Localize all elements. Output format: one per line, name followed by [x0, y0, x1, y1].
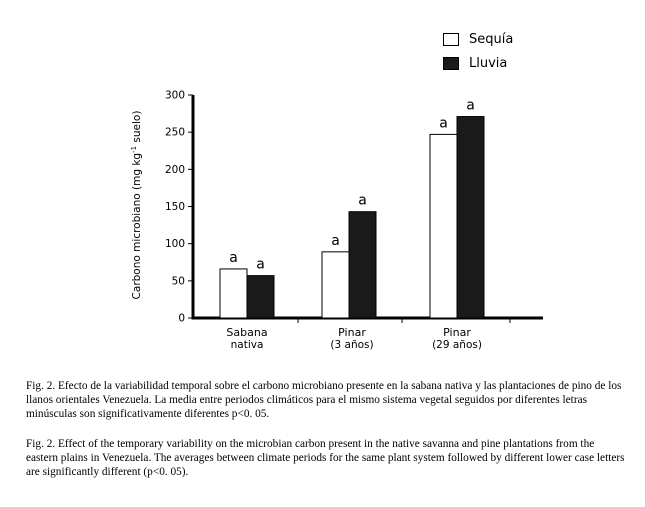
- category-label-line2: nativa: [230, 339, 264, 351]
- bar-sequia: [219, 268, 248, 319]
- bar-significance-label: a: [331, 233, 340, 249]
- category-label-pinar-3: Pinar (3 años): [292, 326, 412, 352]
- y-tick-label: 300: [165, 90, 185, 102]
- legend-swatch-lluvia: [443, 57, 459, 70]
- bar-sequia: [321, 251, 350, 319]
- bar-significance-label: a: [229, 250, 238, 266]
- y-tick-label: 200: [165, 164, 185, 176]
- bar-significance-label: a: [439, 115, 448, 131]
- y-tick-label: 150: [165, 201, 185, 213]
- category-label-sabana: Sabana nativa: [187, 326, 307, 352]
- legend-label-sequia: Sequía: [469, 32, 514, 47]
- bar-lluvia: [348, 211, 377, 319]
- y-tick-label: 100: [165, 238, 185, 250]
- y-tick-label: 50: [172, 275, 185, 287]
- category-label-line2: (29 años): [432, 339, 482, 351]
- category-label-pinar-29: Pinar (29 años): [397, 326, 517, 352]
- bar-lluvia: [456, 116, 485, 319]
- bar-lluvia: [246, 275, 275, 319]
- category-label-line1: Sabana: [226, 326, 268, 339]
- caption-spanish: Fig. 2. Efecto de la variabilidad tempor…: [26, 380, 622, 420]
- category-label-line1: Pinar: [443, 326, 471, 339]
- category-label-line2: (3 años): [330, 339, 374, 351]
- y-axis-label-group: Carbono microbiano (mg kg-1 suelo): [130, 111, 143, 300]
- y-tick-label: 0: [178, 313, 185, 325]
- y-axis-label: Carbono microbiano (mg kg-1 suelo): [130, 111, 143, 300]
- legend-label-lluvia: Lluvia: [469, 56, 508, 71]
- bar-sequia: [429, 133, 458, 319]
- y-tick-label: 250: [165, 127, 185, 139]
- bars: a a a a a a: [219, 98, 485, 319]
- legend-swatch-sequia: [443, 33, 459, 46]
- caption-english: Fig. 2. Effect of the temporary variabil…: [26, 438, 625, 478]
- category-label-line1: Pinar: [338, 326, 366, 339]
- bar-chart: Carbono microbiano (mg kg-1 suelo) 0 50 10…: [130, 90, 543, 325]
- bar-significance-label: a: [466, 98, 475, 114]
- bar-significance-label: a: [358, 193, 367, 209]
- bar-significance-label: a: [256, 257, 265, 273]
